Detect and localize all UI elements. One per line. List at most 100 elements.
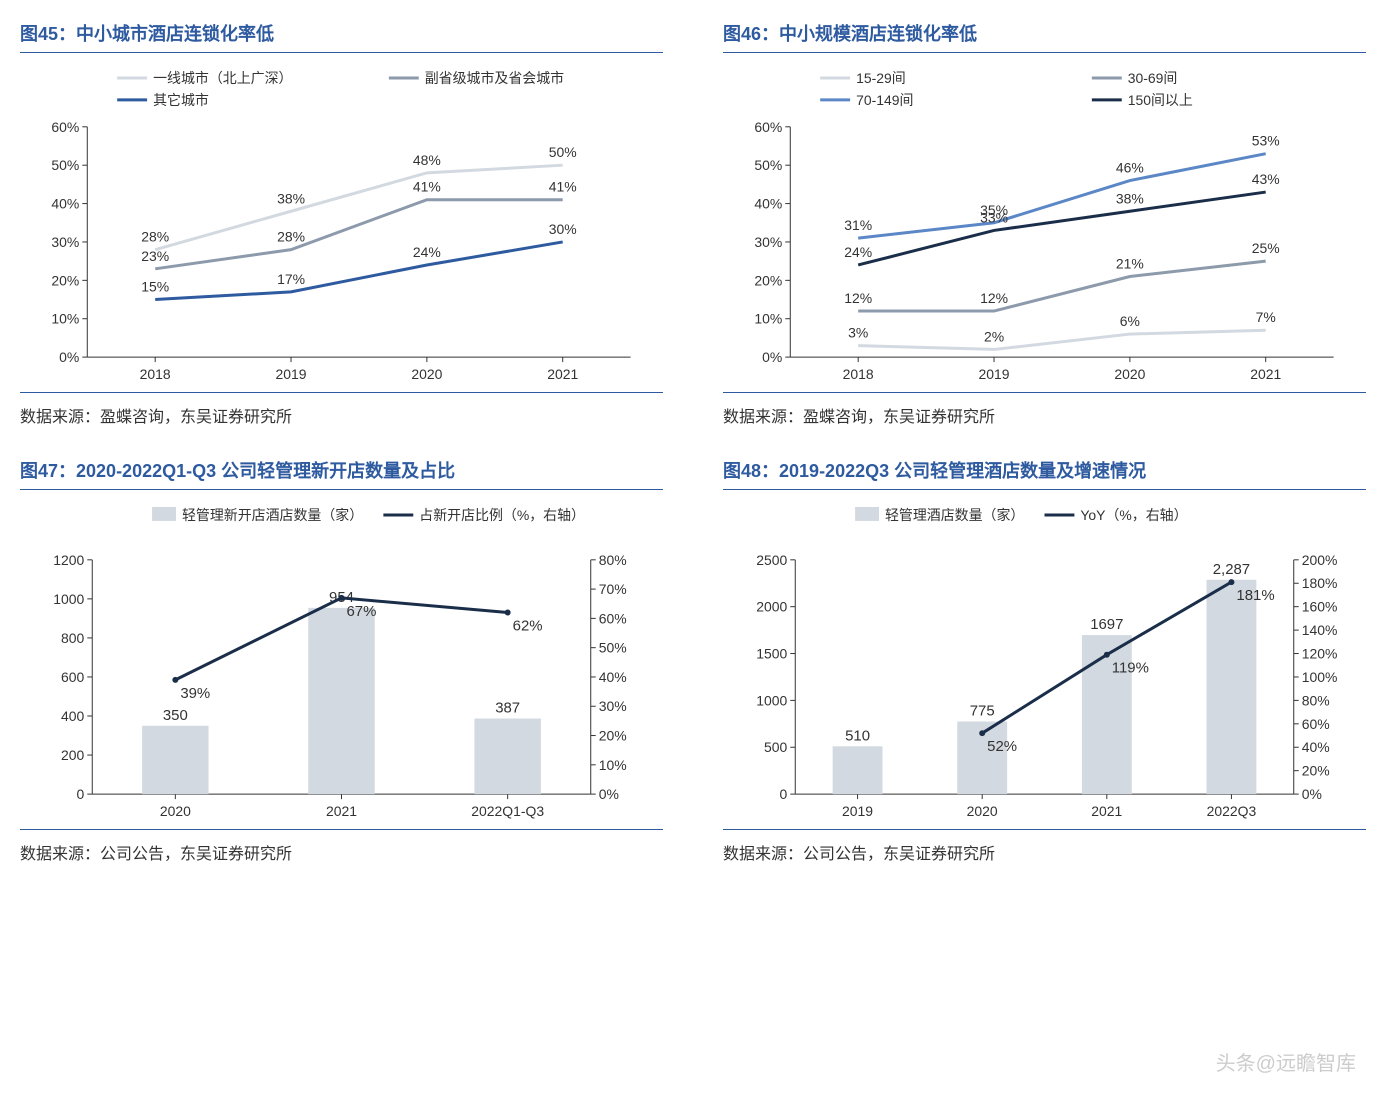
svg-text:2021: 2021	[1250, 366, 1281, 382]
svg-text:10%: 10%	[754, 311, 782, 327]
svg-text:60%: 60%	[599, 610, 627, 626]
svg-text:1697: 1697	[1090, 616, 1123, 633]
svg-text:2020: 2020	[411, 366, 442, 382]
chart-source: 数据来源：盈蝶咨询，东吴证券研究所	[20, 399, 663, 427]
svg-text:2018: 2018	[140, 366, 171, 382]
svg-text:41%: 41%	[413, 179, 441, 195]
svg-text:38%: 38%	[1116, 190, 1144, 206]
svg-text:2020: 2020	[1114, 366, 1145, 382]
svg-text:1500: 1500	[756, 646, 787, 662]
svg-text:150间以上: 150间以上	[1128, 92, 1193, 108]
svg-text:80%: 80%	[599, 552, 627, 568]
svg-text:25%: 25%	[1252, 240, 1280, 256]
chart-title: 图46：中小规模酒店连锁化率低	[723, 20, 1366, 53]
chart-46: 图46：中小规模酒店连锁化率低 15-29间30-69间70-149间150间以…	[723, 20, 1366, 427]
svg-text:21%: 21%	[1116, 256, 1144, 272]
svg-text:50%: 50%	[549, 144, 577, 160]
svg-text:12%: 12%	[980, 290, 1008, 306]
svg-text:28%: 28%	[277, 229, 305, 245]
svg-text:轻管理酒店数量（家）: 轻管理酒店数量（家）	[885, 507, 1024, 523]
svg-text:2018: 2018	[843, 366, 874, 382]
svg-text:0: 0	[77, 786, 85, 802]
svg-text:占新开店比例（%，右轴）: 占新开店比例（%，右轴）	[419, 507, 585, 523]
svg-text:2020: 2020	[160, 803, 191, 819]
chart-title: 图45：中小城市酒店连锁化率低	[20, 20, 663, 53]
svg-text:10%: 10%	[599, 757, 627, 773]
svg-text:80%: 80%	[1302, 692, 1330, 708]
svg-text:800: 800	[61, 630, 85, 646]
svg-text:70%: 70%	[599, 581, 627, 597]
svg-text:67%: 67%	[346, 603, 376, 620]
svg-text:38%: 38%	[277, 190, 305, 206]
svg-text:50%: 50%	[51, 157, 79, 173]
svg-text:510: 510	[845, 727, 870, 744]
chart-source: 数据来源：盈蝶咨询，东吴证券研究所	[723, 399, 1366, 427]
svg-text:53%: 53%	[1252, 133, 1280, 149]
svg-text:775: 775	[970, 702, 995, 719]
svg-text:40%: 40%	[1302, 739, 1330, 755]
svg-text:副省级城市及省会城市: 副省级城市及省会城市	[425, 70, 564, 86]
svg-text:2021: 2021	[1091, 803, 1122, 819]
svg-text:60%: 60%	[1302, 716, 1330, 732]
svg-text:一线城市（北上广深）: 一线城市（北上广深）	[153, 70, 292, 86]
svg-text:0%: 0%	[1302, 786, 1322, 802]
svg-text:43%: 43%	[1252, 171, 1280, 187]
svg-text:181%: 181%	[1236, 587, 1274, 604]
svg-text:其它城市: 其它城市	[153, 92, 209, 108]
svg-text:600: 600	[61, 669, 85, 685]
svg-text:24%: 24%	[413, 244, 441, 260]
svg-text:YoY（%，右轴）: YoY（%，右轴）	[1080, 507, 1187, 523]
svg-text:20%: 20%	[51, 272, 79, 288]
svg-text:50%: 50%	[754, 157, 782, 173]
svg-text:400: 400	[61, 708, 85, 724]
svg-text:24%: 24%	[844, 244, 872, 260]
chart-title: 图47：2020-2022Q1-Q3 公司轻管理新开店数量及占比	[20, 457, 663, 490]
svg-text:2019: 2019	[276, 366, 307, 382]
svg-text:41%: 41%	[549, 179, 577, 195]
svg-text:30%: 30%	[51, 234, 79, 250]
chart-source: 数据来源：公司公告，东吴证券研究所	[20, 836, 663, 864]
svg-text:0%: 0%	[599, 786, 619, 802]
svg-text:39%: 39%	[180, 685, 210, 702]
svg-text:3%: 3%	[848, 325, 868, 341]
svg-text:62%: 62%	[513, 617, 543, 634]
svg-text:20%: 20%	[599, 728, 627, 744]
chart-canvas: 15-29间30-69间70-149间150间以上0%10%20%30%40%5…	[723, 63, 1366, 393]
svg-text:0%: 0%	[762, 349, 782, 365]
svg-text:0: 0	[780, 786, 788, 802]
svg-text:2,287: 2,287	[1213, 561, 1250, 578]
svg-text:387: 387	[495, 700, 520, 717]
svg-text:140%: 140%	[1302, 622, 1338, 638]
svg-text:40%: 40%	[51, 196, 79, 212]
svg-text:2022Q3: 2022Q3	[1207, 803, 1257, 819]
svg-text:0%: 0%	[59, 349, 79, 365]
chart-canvas: 一线城市（北上广深） 副省级城市及省会城市其它城市 0% 10% 20% 30% 40% 50…	[20, 63, 663, 393]
svg-text:20%: 20%	[1302, 763, 1330, 779]
svg-text:15%: 15%	[141, 279, 169, 295]
svg-text:500: 500	[764, 739, 788, 755]
svg-text:30%: 30%	[754, 234, 782, 250]
svg-text:40%: 40%	[754, 196, 782, 212]
watermark: 头条@远瞻智库	[1216, 1047, 1356, 1076]
chart-grid: 图45：中小城市酒店连锁化率低 一线城市（北上广深） 副省级城市及省会城市其它城市…	[20, 20, 1366, 864]
svg-text:2500: 2500	[756, 552, 787, 568]
svg-text:40%: 40%	[599, 669, 627, 685]
svg-text:2019: 2019	[979, 366, 1010, 382]
svg-text:30%: 30%	[599, 698, 627, 714]
svg-text:20%: 20%	[754, 272, 782, 288]
svg-text:46%: 46%	[1116, 160, 1144, 176]
svg-text:10%: 10%	[51, 311, 79, 327]
chart-47: 图47：2020-2022Q1-Q3 公司轻管理新开店数量及占比 轻管理新开店酒…	[20, 457, 663, 864]
chart-48: 图48：2019-2022Q3 公司轻管理酒店数量及增速情况 轻管理酒店数量（家…	[723, 457, 1366, 864]
chart-canvas: 轻管理酒店数量（家）YoY（%，右轴）050010001500200025000…	[723, 500, 1366, 830]
svg-text:2019: 2019	[842, 803, 873, 819]
svg-text:60%: 60%	[754, 119, 782, 135]
svg-text:2020: 2020	[967, 803, 998, 819]
svg-text:70-149间: 70-149间	[856, 92, 913, 108]
svg-text:200%: 200%	[1302, 552, 1338, 568]
svg-text:6%: 6%	[1120, 313, 1140, 329]
svg-text:2021: 2021	[326, 803, 357, 819]
svg-text:30-69间: 30-69间	[1128, 70, 1178, 86]
svg-text:350: 350	[163, 707, 188, 724]
svg-text:1000: 1000	[756, 692, 787, 708]
